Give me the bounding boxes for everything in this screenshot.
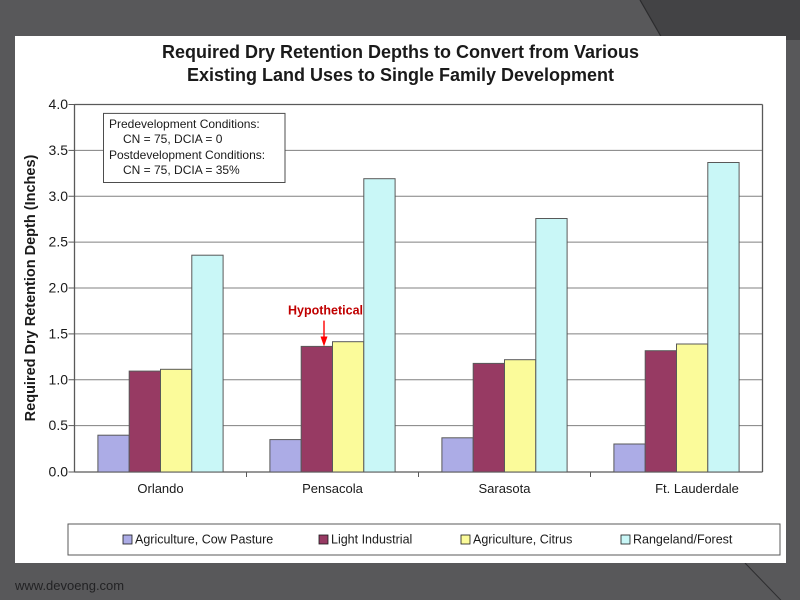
svg-text:Agriculture, Citrus: Agriculture, Citrus xyxy=(473,533,572,547)
svg-text:Rangeland/Forest: Rangeland/Forest xyxy=(633,533,733,547)
svg-text:3.5: 3.5 xyxy=(49,142,69,158)
svg-text:Predevelopment Conditions:: Predevelopment Conditions: xyxy=(109,117,260,131)
svg-text:Required Dry Retention Depth (: Required Dry Retention Depth (Inches) xyxy=(23,155,39,422)
svg-text:Ft. Lauderdale: Ft. Lauderdale xyxy=(655,481,739,496)
svg-text:3.0: 3.0 xyxy=(49,188,69,204)
svg-text:CN = 75, DCIA = 0: CN = 75, DCIA = 0 xyxy=(123,132,223,146)
svg-text:Postdevelopment Conditions:: Postdevelopment Conditions: xyxy=(109,148,265,162)
svg-text:Orlando: Orlando xyxy=(137,481,183,496)
svg-text:0.5: 0.5 xyxy=(49,417,69,433)
svg-text:Hypothetical: Hypothetical xyxy=(288,304,363,318)
svg-text:Light Industrial: Light Industrial xyxy=(331,533,412,547)
svg-text:CN = 75, DCIA = 35%: CN = 75, DCIA = 35% xyxy=(123,163,240,177)
svg-text:1.0: 1.0 xyxy=(49,371,69,387)
svg-text:2.5: 2.5 xyxy=(49,234,69,250)
svg-text:1.5: 1.5 xyxy=(49,325,69,341)
svg-text:Sarasota: Sarasota xyxy=(478,481,531,496)
svg-text:Agriculture, Cow Pasture: Agriculture, Cow Pasture xyxy=(135,533,273,547)
svg-text:4.0: 4.0 xyxy=(49,96,69,112)
svg-text:Pensacola: Pensacola xyxy=(302,481,363,496)
svg-text:0.0: 0.0 xyxy=(49,464,69,480)
svg-text:2.0: 2.0 xyxy=(49,280,69,296)
